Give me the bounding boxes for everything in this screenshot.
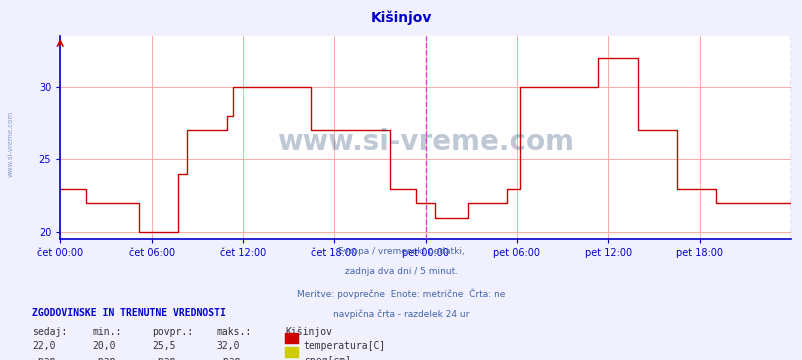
Text: min.:: min.: xyxy=(92,327,122,337)
Text: zadnja dva dni / 5 minut.: zadnja dva dni / 5 minut. xyxy=(345,267,457,276)
Text: 25,5: 25,5 xyxy=(152,341,176,351)
Text: 22,0: 22,0 xyxy=(32,341,55,351)
Text: sedaj:: sedaj: xyxy=(32,327,67,337)
Text: temperatura[C]: temperatura[C] xyxy=(303,341,385,351)
Text: Meritve: povprečne  Enote: metrične  Črta: ne: Meritve: povprečne Enote: metrične Črta:… xyxy=(297,288,505,299)
Text: -nan: -nan xyxy=(32,356,55,360)
Text: -nan: -nan xyxy=(217,356,240,360)
Text: -nan: -nan xyxy=(92,356,115,360)
Text: -nan: -nan xyxy=(152,356,176,360)
Text: Evropa / vremenski podatki,: Evropa / vremenski podatki, xyxy=(338,247,464,256)
Text: sneg[cm]: sneg[cm] xyxy=(303,356,350,360)
Text: navpična črta - razdelek 24 ur: navpična črta - razdelek 24 ur xyxy=(333,309,469,319)
Text: www.si-vreme.com: www.si-vreme.com xyxy=(277,128,573,156)
Text: povpr.:: povpr.: xyxy=(152,327,193,337)
Text: 20,0: 20,0 xyxy=(92,341,115,351)
Text: maks.:: maks.: xyxy=(217,327,252,337)
Text: Kišinjov: Kišinjov xyxy=(285,327,332,337)
Text: ZGODOVINSKE IN TRENUTNE VREDNOSTI: ZGODOVINSKE IN TRENUTNE VREDNOSTI xyxy=(32,308,225,318)
Text: www.si-vreme.com: www.si-vreme.com xyxy=(7,111,14,177)
Text: Kišinjov: Kišinjov xyxy=(371,10,431,24)
Text: 32,0: 32,0 xyxy=(217,341,240,351)
